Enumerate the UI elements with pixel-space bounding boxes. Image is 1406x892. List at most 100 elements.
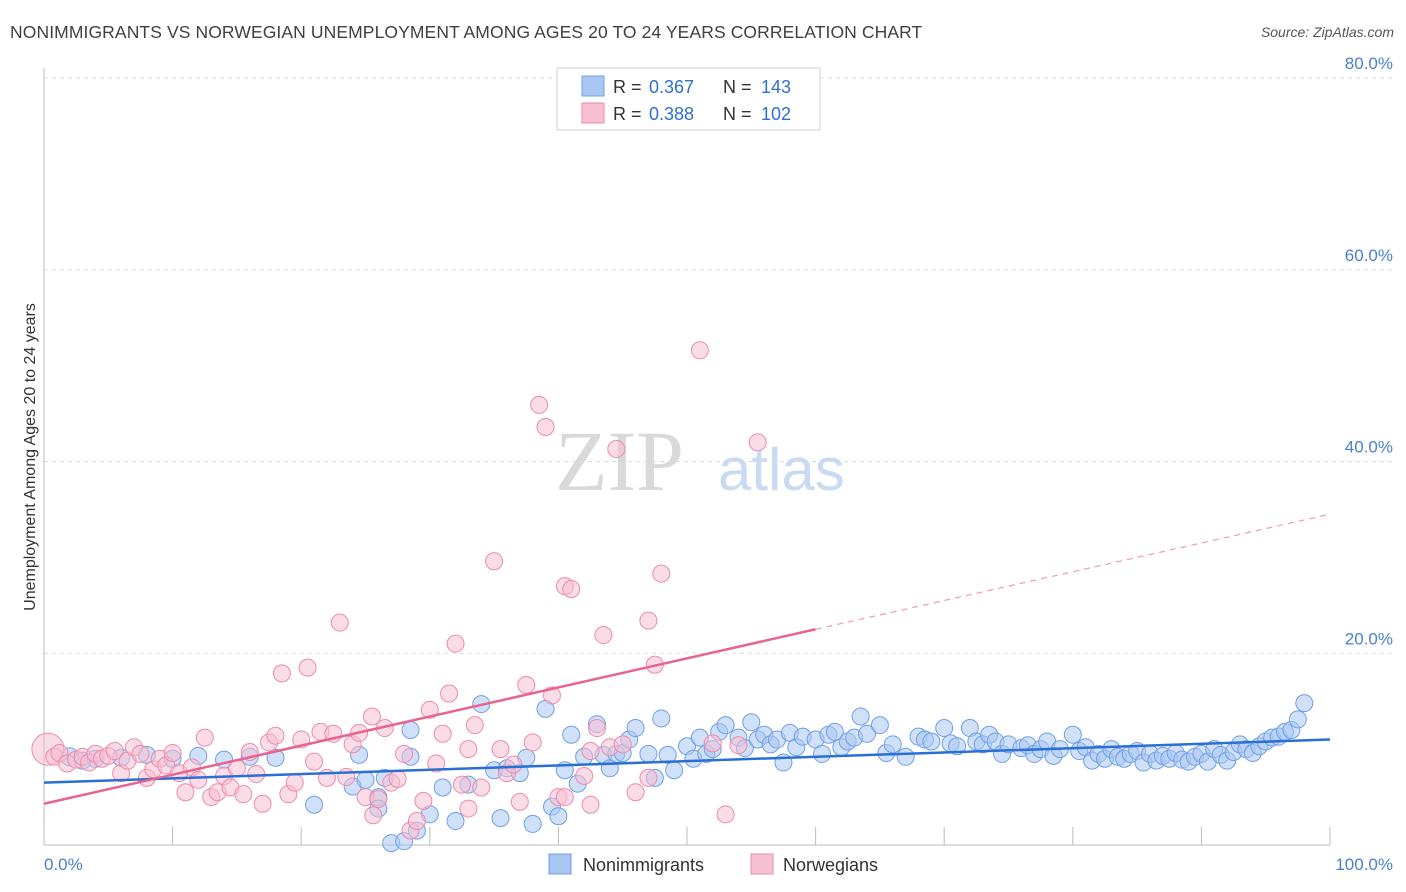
trend-line-norwegians-extension [815,513,1331,630]
point-norwegians [362,707,381,726]
point-nonimmigrants [639,744,658,763]
point-norwegians [491,740,510,759]
point-norwegians [581,795,600,814]
point-norwegians [703,734,722,753]
point-norwegians [613,735,632,754]
stats-r-label-1: R = [613,77,642,97]
point-norwegians [446,634,465,653]
point-norwegians [690,341,709,360]
series-legend: Nonimmigrants Norwegians [548,853,878,875]
watermark-atlas: atlas [718,436,845,503]
point-nonimmigrants [851,707,870,726]
point-nonimmigrants [870,716,889,735]
point-norwegians [716,805,735,824]
point-norwegians [407,812,426,831]
point-nonimmigrants [652,709,671,728]
trend-line-nonimmigrants [43,738,1331,784]
point-norwegians [729,736,748,755]
point-norwegians [234,785,253,804]
point-norwegians [440,684,459,703]
point-nonimmigrants [549,807,568,826]
point-norwegians [189,770,208,789]
point-norwegians [369,789,388,808]
y-tick-labels: 20.0% 40.0% 60.0% 80.0% [1345,54,1393,648]
point-norwegians [163,743,182,762]
legend-label-nonimmigrants: Nonimmigrants [583,855,704,875]
point-nonimmigrants [305,795,324,814]
stats-r-value-2: 0.388 [649,104,694,124]
stats-swatch-norwegians [581,102,605,124]
stats-n-label-1: N = [723,77,752,97]
point-norwegians [639,768,658,787]
point-norwegians [536,417,555,436]
point-nonimmigrants [401,720,420,739]
point-nonimmigrants [883,735,902,754]
point-norwegians [253,794,272,813]
point-norwegians [607,440,626,459]
stats-swatch-nonimmigrants [581,75,605,97]
stats-n-value-1: 143 [761,77,791,97]
point-norwegians [517,675,536,694]
point-norwegians [504,755,523,774]
point-norwegians [459,799,478,818]
point-nonimmigrants [523,814,542,833]
x-axis-ticks [43,827,1331,845]
point-norwegians [748,433,767,452]
point-nonimmigrants [813,744,832,763]
point-norwegians [523,733,542,752]
point-nonimmigrants [1295,694,1314,713]
trend-lines [43,513,1331,805]
point-norwegians [285,773,304,792]
point-norwegians [395,744,414,763]
point-norwegians [433,724,452,743]
point-norwegians [459,740,478,759]
stats-r-label-2: R = [613,104,642,124]
source-label: Source: ZipAtlas.com [1260,24,1394,40]
point-norwegians [337,767,356,786]
point-nonimmigrants [433,778,452,797]
point-norwegians [452,775,471,794]
x-tick-label-min: 0.0% [44,855,83,874]
point-nonimmigrants [356,770,375,789]
point-norwegians [485,552,504,571]
point-nonimmigrants [948,737,967,756]
point-norwegians [472,778,491,797]
trend-line-norwegians [43,628,816,805]
point-nonimmigrants [665,761,684,780]
point-norwegians [530,395,549,414]
point-nonimmigrants [658,745,677,764]
point-nonimmigrants [446,812,465,831]
point-nonimmigrants [742,713,761,732]
stats-n-label-2: N = [723,104,752,124]
point-nonimmigrants [562,725,581,744]
point-norwegians [272,664,291,683]
y-tick-label: 20.0% [1345,629,1393,648]
point-nonimmigrants [858,724,877,743]
point-norwegians [195,728,214,747]
y-tick-label: 60.0% [1345,246,1393,265]
point-norwegians [420,700,439,719]
point-norwegians [298,658,317,677]
watermark-zip: ZIP [555,413,684,509]
point-norwegians [562,580,581,599]
x-tick-label-max: 100.0% [1335,855,1393,874]
point-nonimmigrants [626,719,645,738]
point-norwegians [427,754,446,773]
y-tick-label: 40.0% [1345,438,1393,457]
point-norwegians [247,765,266,784]
point-norwegians [555,788,574,807]
point-norwegians [131,744,150,763]
point-nonimmigrants [1288,710,1307,729]
point-norwegians [305,752,324,771]
legend-swatch-nonimmigrants [548,853,572,875]
point-nonimmigrants [896,747,915,766]
point-norwegians [105,742,124,761]
point-nonimmigrants [716,716,735,735]
stats-r-value-1: 0.367 [649,77,694,97]
point-norwegians [465,716,484,735]
y-tick-label: 80.0% [1345,54,1393,73]
point-nonimmigrants [1063,725,1082,744]
point-norwegians [594,626,613,645]
point-nonimmigrants [825,722,844,741]
